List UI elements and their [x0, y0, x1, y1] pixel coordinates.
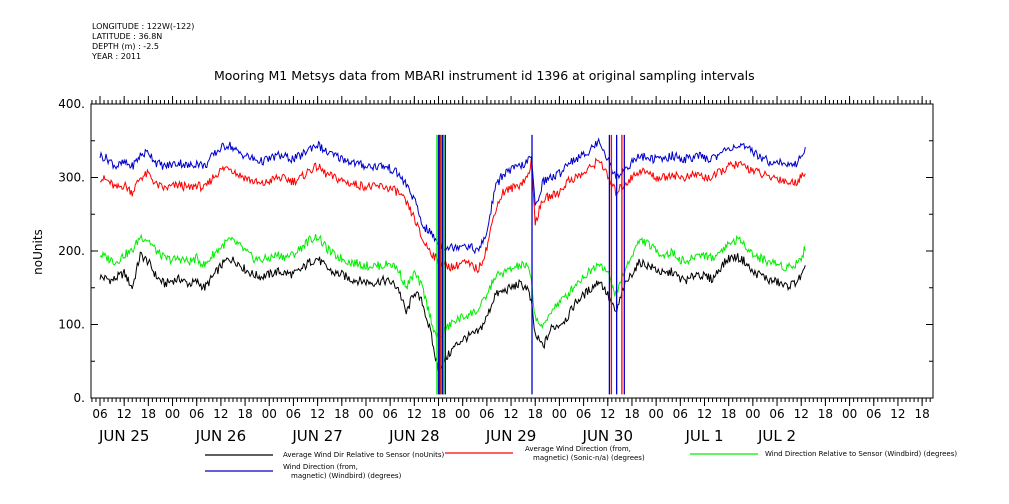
x-tick-label: 00 — [165, 407, 180, 421]
y-tick-label: 100. — [58, 318, 85, 332]
x-tick-label: 18 — [624, 407, 639, 421]
x-tick-label: 12 — [117, 407, 132, 421]
y-tick-label: 200. — [58, 244, 85, 258]
x-tick-label: 12 — [890, 407, 905, 421]
depth-label: DEPTH (m) : -2.5 — [92, 42, 159, 51]
x-tick-label: 06 — [286, 407, 301, 421]
x-tick-label: 12 — [794, 407, 809, 421]
x-tick-label: 06 — [92, 407, 107, 421]
x-date-label: JUN 29 — [485, 427, 536, 445]
x-tick-label: 18 — [141, 407, 156, 421]
x-tick-label: 00 — [648, 407, 663, 421]
x-tick-label: 18 — [237, 407, 252, 421]
x-tick-label: 12 — [310, 407, 325, 421]
x-tick-label: 00 — [358, 407, 373, 421]
series-line — [100, 157, 806, 274]
latitude-label: LATITUDE : 36.8N — [92, 32, 163, 41]
x-tick-label: 12 — [213, 407, 228, 421]
x-tick-label: 18 — [914, 407, 929, 421]
longitude-label: LONGITUDE : 122W(-122) — [92, 22, 195, 31]
series-line — [99, 251, 806, 374]
x-tick-label: 06 — [866, 407, 881, 421]
x-date-label: JUN 26 — [195, 427, 246, 445]
x-tick-label: 18 — [721, 407, 736, 421]
x-date-label: JUL 1 — [684, 427, 723, 445]
legend-label: Wind Direction (from, — [283, 463, 358, 471]
x-tick-label: 06 — [383, 407, 398, 421]
x-tick-label: 18 — [818, 407, 833, 421]
x-tick-label: 06 — [576, 407, 591, 421]
series-layer — [99, 134, 806, 395]
legend-label-line2: magnetic) (Sonic-n/a) (degrees) — [533, 454, 645, 462]
x-date-label: JUN 27 — [291, 427, 342, 445]
x-date-label: JUN 25 — [98, 427, 149, 445]
x-tick-label: 06 — [769, 407, 784, 421]
x-tick-label: 12 — [697, 407, 712, 421]
y-tick-label: 0. — [74, 391, 85, 405]
x-tick-label: 12 — [503, 407, 518, 421]
x-tick-label: 00 — [455, 407, 470, 421]
x-date-label: JUL 2 — [757, 427, 796, 445]
x-tick-label: 00 — [842, 407, 857, 421]
x-tick-label: 12 — [407, 407, 422, 421]
x-tick-label: 06 — [189, 407, 204, 421]
y-axis-label: noUnits — [31, 229, 45, 275]
x-tick-label: 06 — [479, 407, 494, 421]
legend: Average Wind Dir Relative to Sensor (noU… — [205, 445, 957, 480]
x-tick-label: 06 — [673, 407, 688, 421]
legend-label: Average Wind Direction (from, — [525, 445, 631, 453]
x-tick-label: 18 — [431, 407, 446, 421]
y-tick-label: 300. — [58, 171, 85, 185]
x-date-label: JUN 28 — [388, 427, 439, 445]
x-tick-label: 00 — [745, 407, 760, 421]
x-tick-label: 00 — [552, 407, 567, 421]
y-tick-label: 400. — [58, 97, 85, 111]
legend-label-line2: magnetic) (Windbird) (degrees) — [291, 472, 402, 480]
axes-layer: 0. 100. 200. 300. 400. 06 12 18 00 06 12 18 00 06 12 18… — [58, 96, 934, 445]
year-label: YEAR : 2011 — [92, 52, 142, 61]
x-date-label: JUN 30 — [582, 427, 633, 445]
legend-label: Average Wind Dir Relative to Sensor (noU… — [283, 451, 444, 459]
legend-label: Wind Direction Relative to Sensor (Windb… — [765, 450, 957, 458]
x-tick-label: 18 — [528, 407, 543, 421]
chart-title: Mooring M1 Metsys data from MBARI instru… — [214, 68, 755, 83]
series-line — [99, 233, 806, 340]
series-line — [99, 137, 806, 255]
x-tick-label: 00 — [262, 407, 277, 421]
x-tick-label: 18 — [334, 407, 349, 421]
x-tick-label: 12 — [600, 407, 615, 421]
